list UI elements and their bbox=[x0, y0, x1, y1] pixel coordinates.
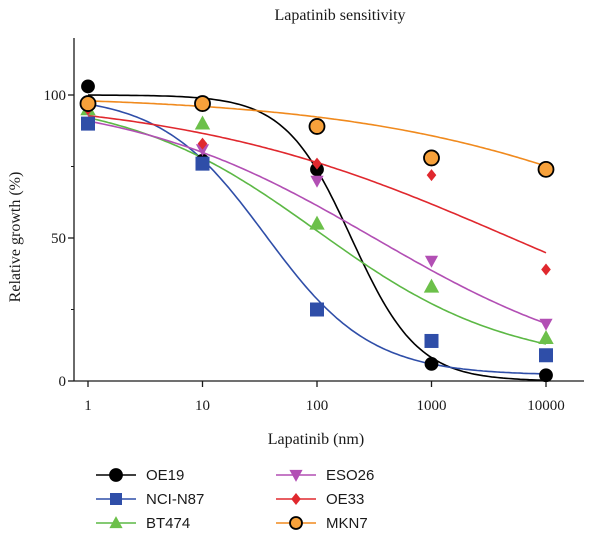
legend-item-bt474: BT474 bbox=[96, 515, 190, 532]
legend-label: MKN7 bbox=[326, 515, 368, 532]
point-mkn7 bbox=[308, 118, 326, 135]
legend-marker bbox=[289, 469, 303, 482]
data-points bbox=[79, 79, 555, 383]
point-mkn7 bbox=[423, 149, 440, 167]
point-oe33 bbox=[312, 157, 322, 170]
legend: OE19 NCI-N87 BT474 ESO26 OE33 MKN7 bbox=[96, 467, 374, 532]
legend-item-mkn7: MKN7 bbox=[276, 515, 368, 532]
point-eso26 bbox=[539, 318, 553, 331]
legend-marker bbox=[289, 516, 303, 530]
point-nci-n87 bbox=[310, 302, 324, 317]
y-tick-label: 100 bbox=[44, 88, 67, 104]
legend-item-nci-n87: NCI-N87 bbox=[96, 491, 204, 508]
legend-item-eso26: ESO26 bbox=[276, 467, 374, 484]
legend-marker bbox=[110, 493, 122, 505]
point-oe33 bbox=[426, 169, 437, 182]
legend-item-oe19: OE19 bbox=[96, 467, 184, 484]
point-oe19 bbox=[81, 79, 95, 94]
point-mkn7 bbox=[537, 160, 555, 178]
point-eso26 bbox=[195, 144, 210, 157]
x-tick-label: 1 bbox=[84, 398, 92, 414]
fit-curve-mkn7 bbox=[87, 100, 547, 167]
x-tick-label: 100 bbox=[306, 398, 329, 414]
legend-label: BT474 bbox=[146, 515, 190, 532]
y-axis-label: Relative growth (%) bbox=[7, 172, 24, 303]
x-tick-label: 10 bbox=[195, 398, 210, 414]
x-tick-label: 1000 bbox=[417, 398, 447, 414]
legend-label: NCI-N87 bbox=[146, 491, 204, 508]
legend-label: OE33 bbox=[326, 491, 364, 508]
point-oe19 bbox=[539, 368, 553, 383]
point-nci-n87 bbox=[424, 333, 439, 348]
legend-marker bbox=[109, 468, 123, 482]
chart-title: Lapatinib sensitivity bbox=[274, 7, 405, 24]
point-oe33 bbox=[541, 263, 551, 276]
x-tick-label: 10000 bbox=[527, 398, 565, 414]
point-mkn7 bbox=[79, 95, 97, 112]
point-oe33 bbox=[197, 137, 208, 150]
y-tick-label: 50 bbox=[51, 231, 66, 247]
point-eso26 bbox=[424, 255, 439, 268]
fit-curves bbox=[87, 94, 547, 381]
point-mkn7 bbox=[194, 95, 211, 112]
legend-marker bbox=[291, 493, 301, 505]
legend-item-oe33: OE33 bbox=[276, 491, 364, 508]
point-nci-n87 bbox=[539, 348, 553, 363]
point-eso26 bbox=[310, 175, 324, 188]
point-oe19 bbox=[424, 356, 439, 371]
legend-marker bbox=[109, 516, 123, 529]
point-bt474 bbox=[423, 278, 440, 293]
axes: 0 50 100 1 10 100 1000 10000 bbox=[44, 38, 584, 414]
fit-curve-bt474 bbox=[87, 116, 547, 345]
point-bt474 bbox=[538, 330, 554, 345]
fit-curve-eso26 bbox=[87, 120, 547, 325]
point-bt474 bbox=[194, 115, 211, 130]
point-bt474 bbox=[309, 215, 325, 230]
point-nci-n87 bbox=[195, 156, 210, 171]
point-nci-n87 bbox=[81, 116, 95, 131]
legend-label: ESO26 bbox=[326, 467, 374, 484]
y-tick-label: 0 bbox=[59, 374, 67, 390]
legend-label: OE19 bbox=[146, 467, 184, 484]
fit-curve-nci-n87 bbox=[87, 103, 547, 375]
x-axis-label: Lapatinib (nm) bbox=[268, 431, 364, 448]
